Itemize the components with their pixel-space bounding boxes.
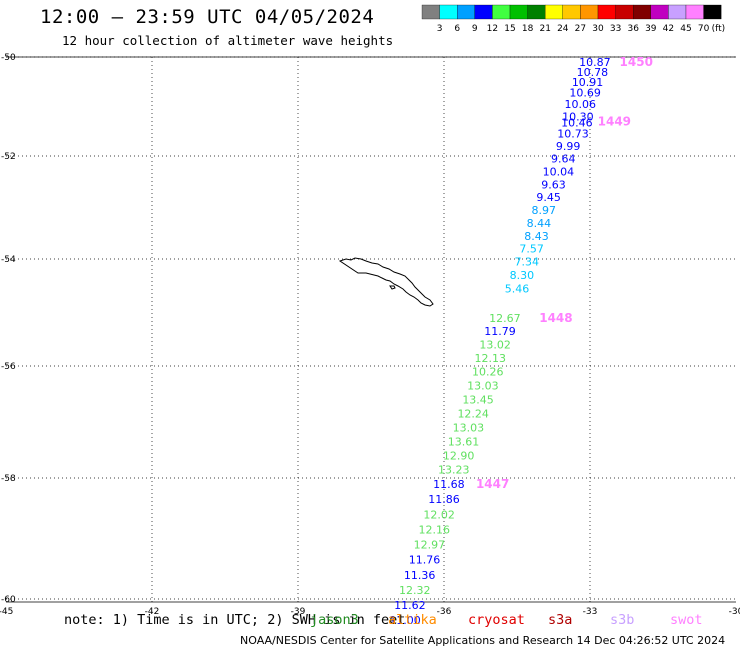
wave-height-point: 10.78 [577, 66, 609, 79]
pass-number-label: 1449 [598, 114, 631, 128]
scale-tick-label: 9 [472, 24, 478, 34]
satellite-jason3: jason3 [310, 612, 359, 628]
scale-swatch [703, 4, 722, 20]
x-tick-label: -30 [729, 607, 740, 617]
scale-tick-label: 27 [575, 24, 586, 34]
scale-tick-label: 15 [504, 24, 515, 34]
coastline [338, 257, 434, 307]
footer-credit: NOAA/NESDIS Center for Satellite Applica… [240, 634, 726, 647]
wave-height-point: 10.91 [572, 76, 604, 89]
page-subtitle: 12 hour collection of altimeter wave hei… [62, 33, 394, 48]
wave-height-point: 13.03 [453, 422, 485, 435]
wave-height-point: 12.02 [423, 508, 455, 521]
wave-height-point: 13.03 [467, 380, 499, 393]
wave-height-point: 7.34 [514, 256, 539, 269]
page-title: 12:00 – 23:59 UTC 04/05/2024 [40, 6, 375, 28]
y-tick-label: -52 [1, 152, 16, 162]
wave-height-point: 12.97 [414, 539, 446, 552]
scale-tick-label: 18 [522, 24, 534, 34]
wave-height-point: 8.44 [527, 217, 552, 230]
x-tick-label: -45 [0, 607, 13, 617]
y-tick-label: -54 [1, 255, 16, 265]
pass-number-label: 1447 [476, 477, 509, 491]
wave-height-point: 13.45 [462, 394, 494, 407]
wave-height-point: 11.00 [389, 614, 421, 627]
wave-height-point: 13.61 [448, 436, 480, 449]
wave-height-point: 13.23 [438, 464, 470, 477]
scale-tick-label: 24 [557, 24, 569, 34]
wave-height-point: 9.63 [541, 178, 566, 191]
satellite-cryosat: cryosat [468, 612, 525, 628]
color-scale-legend: 3 6 9 12 15 18 21 24 27 30 33 36 39 42 45 70 (ft) [421, 4, 726, 34]
wave-height-point: 10.46 [561, 116, 593, 129]
wave-height-point: 12.16 [419, 523, 451, 536]
coastline-islet [389, 285, 396, 290]
scale-tick-label: 70 [698, 24, 710, 34]
wave-height-point: 12.32 [399, 584, 431, 597]
x-tick-label: -39 [291, 607, 306, 617]
y-tick-label: -60 [1, 595, 16, 605]
satellite-s3a: s3a [548, 612, 573, 628]
satellite-swot: swot [670, 612, 703, 628]
satellite-s3b: s3b [610, 612, 635, 628]
wave-height-point: 8.97 [532, 204, 557, 217]
y-tick-label: -56 [1, 362, 16, 372]
wave-height-point: 9.99 [556, 140, 581, 153]
x-tick-label: -36 [437, 607, 452, 617]
wave-height-point: 8.30 [510, 269, 535, 282]
wave-height-point: 9.64 [551, 153, 576, 166]
scale-tick-label: 36 [627, 24, 639, 34]
wave-height-point: 10.73 [557, 128, 589, 141]
scale-tick-label: 39 [645, 24, 657, 34]
wave-height-point: 7.57 [519, 243, 544, 256]
wave-height-point: 8.43 [524, 230, 549, 243]
wave-height-point: 10.87 [579, 56, 611, 69]
wave-height-point: 11.79 [484, 325, 516, 338]
scale-tick-label: 45 [680, 24, 691, 34]
wave-height-point: 5.46 [505, 282, 530, 295]
pass-number-label: 1448 [539, 311, 572, 325]
wave-height-point: 11.62 [394, 599, 426, 612]
note-text: note: 1) Time is in UTC; 2) SWH is in fe… [64, 612, 406, 628]
wave-height-point: 12.13 [474, 352, 506, 365]
wave-height-point: 11.86 [428, 493, 460, 506]
wave-height-point: 10.04 [543, 165, 575, 178]
x-tick-label: -42 [145, 607, 160, 617]
scale-tick-label: 21 [539, 24, 550, 34]
y-tick-label: -50 [1, 53, 16, 63]
scale-tick-label: 30 [592, 24, 604, 34]
wave-height-point: 10.69 [569, 87, 601, 100]
pass-number-label: 1450 [620, 55, 653, 69]
wave-height-point: 11.36 [404, 569, 436, 582]
wave-height-point: 12.67 [489, 312, 521, 325]
wave-height-point: 12.24 [457, 408, 489, 421]
scale-tick-label: 6 [454, 24, 460, 34]
scale-tick-label: 33 [610, 24, 621, 34]
wave-height-point: 11.76 [409, 554, 441, 567]
x-tick-label: -33 [583, 607, 598, 617]
wave-height-point: 13.02 [479, 339, 511, 352]
scale-tick-label: 12 [487, 24, 498, 34]
scale-tick-label: 42 [663, 24, 674, 34]
wave-height-point: 10.06 [565, 98, 597, 111]
wave-height-point: 11.68 [433, 478, 465, 491]
wave-height-point: 10.30 [562, 110, 594, 123]
scale-unit: (ft) [712, 24, 726, 34]
wave-height-point: 12.90 [443, 450, 475, 463]
satellite-altika: altika [388, 612, 437, 628]
scale-tick-label: 3 [437, 24, 443, 34]
wave-height-point: 9.45 [536, 191, 561, 204]
wave-height-point: 10.26 [472, 366, 504, 379]
y-tick-label: -58 [1, 474, 16, 484]
